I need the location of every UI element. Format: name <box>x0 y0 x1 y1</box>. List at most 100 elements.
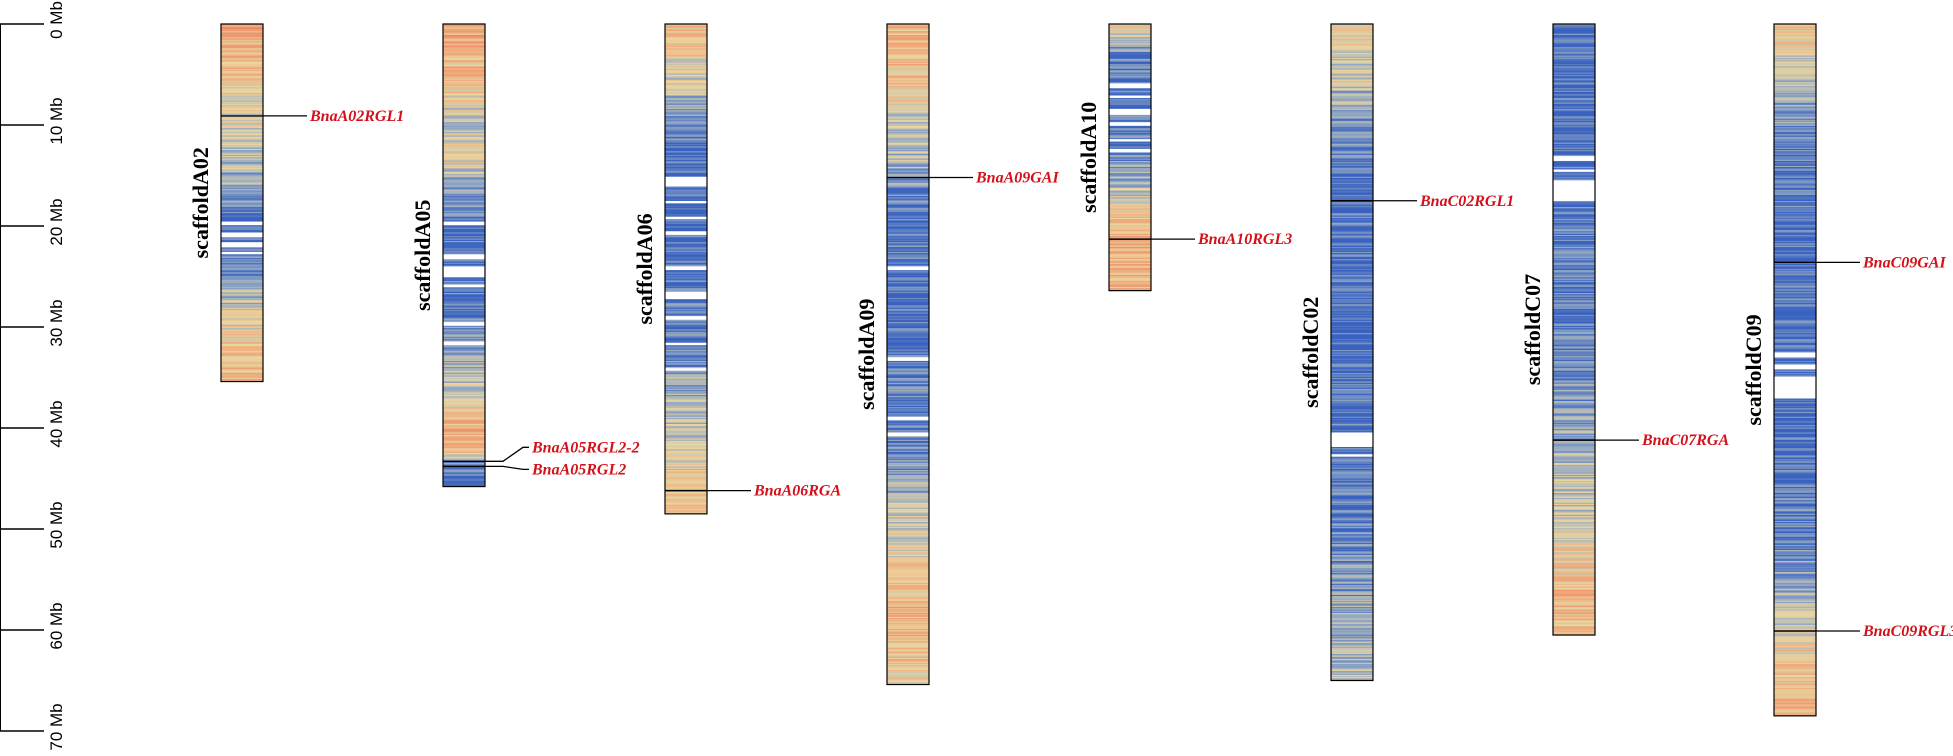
density-band <box>1553 446 1595 449</box>
density-band <box>1553 294 1595 296</box>
density-band <box>1109 179 1151 181</box>
density-band <box>887 564 929 567</box>
density-band <box>1553 163 1595 165</box>
density-band <box>1109 209 1151 212</box>
density-band <box>1331 576 1373 579</box>
density-band <box>221 277 263 279</box>
density-band <box>1331 112 1373 115</box>
density-band <box>887 617 929 620</box>
density-band <box>1553 396 1595 398</box>
density-band <box>665 71 707 73</box>
density-band <box>1774 352 1816 355</box>
density-band <box>1331 564 1373 567</box>
density-band <box>1331 370 1373 373</box>
density-band <box>443 34 485 37</box>
density-band <box>221 330 263 333</box>
density-band <box>1331 419 1373 421</box>
density-band <box>1774 570 1816 573</box>
density-band <box>443 236 485 238</box>
density-band <box>1774 216 1816 219</box>
density-band <box>1109 193 1151 196</box>
density-band <box>1774 489 1816 492</box>
density-band <box>1774 210 1816 213</box>
density-band <box>665 319 707 322</box>
density-band <box>887 676 929 678</box>
scale-tick-label: 30 Mb <box>47 299 66 346</box>
density-band <box>443 85 485 88</box>
density-band <box>1109 288 1151 290</box>
density-band <box>443 45 485 48</box>
density-band <box>887 303 929 306</box>
density-band <box>221 90 263 93</box>
density-band <box>1553 393 1595 396</box>
density-band <box>887 639 929 642</box>
density-band <box>1553 299 1595 301</box>
density-band <box>665 214 707 216</box>
density-band <box>1553 107 1595 110</box>
density-band <box>887 51 929 54</box>
density-band <box>443 42 485 44</box>
density-band <box>221 61 263 64</box>
density-band <box>1331 256 1373 259</box>
density-band <box>1774 436 1816 438</box>
density-band <box>1774 414 1816 416</box>
density-band <box>1109 90 1151 93</box>
density-band <box>1774 331 1816 334</box>
density-band <box>443 143 485 146</box>
density-band <box>1553 42 1595 44</box>
density-band <box>221 30 263 32</box>
density-band <box>887 359 929 362</box>
density-band <box>443 133 485 135</box>
density-band <box>665 363 707 365</box>
density-band <box>221 259 263 261</box>
density-band <box>221 284 263 287</box>
density-band <box>1774 477 1816 479</box>
density-band <box>221 26 263 29</box>
density-band <box>443 348 485 351</box>
density-band <box>221 77 263 79</box>
density-band <box>1331 379 1373 381</box>
density-band <box>887 147 929 150</box>
density-band <box>887 680 929 683</box>
density-band <box>1774 179 1816 181</box>
density-band <box>887 415 929 418</box>
density-band <box>1774 512 1816 515</box>
density-band <box>443 310 485 312</box>
density-band <box>443 112 485 115</box>
density-band <box>887 636 929 638</box>
density-band <box>1553 106 1595 109</box>
density-band <box>1774 593 1816 596</box>
density-band <box>1553 93 1595 95</box>
density-band <box>221 158 263 161</box>
density-band <box>1331 440 1373 443</box>
density-band <box>887 234 929 237</box>
density-band <box>221 287 263 289</box>
density-band <box>1331 129 1373 132</box>
density-band <box>887 97 929 100</box>
density-band <box>887 170 929 173</box>
density-band <box>1774 495 1816 498</box>
density-band <box>443 146 485 149</box>
density-band <box>221 103 263 106</box>
density-band <box>443 60 485 62</box>
density-band <box>887 577 929 580</box>
density-band <box>443 130 485 133</box>
density-band <box>1774 169 1816 172</box>
density-band <box>1774 659 1816 661</box>
density-band <box>1331 404 1373 407</box>
density-band <box>665 490 707 493</box>
density-band <box>1109 273 1151 276</box>
density-band <box>1109 67 1151 70</box>
density-band <box>1331 287 1373 289</box>
density-band <box>1553 268 1595 271</box>
density-band <box>1331 197 1373 199</box>
density-band <box>1331 323 1373 325</box>
density-band <box>1774 159 1816 162</box>
density-band <box>1774 486 1816 489</box>
density-band <box>443 84 485 87</box>
density-band <box>1553 414 1595 416</box>
density-band <box>221 209 263 212</box>
density-band <box>665 377 707 380</box>
density-band <box>221 202 263 204</box>
